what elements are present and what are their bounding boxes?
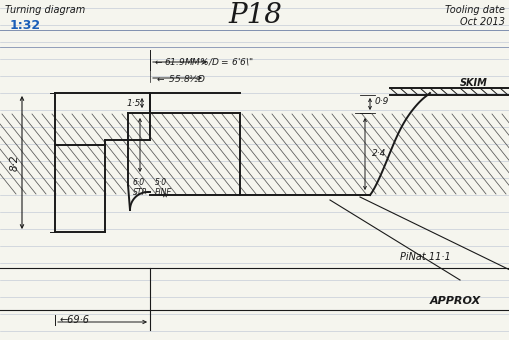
Text: 1·5: 1·5 <box>127 99 141 107</box>
Text: $\leftarrow$61.9MM%/D = 6'6\": $\leftarrow$61.9MM%/D = 6'6\" <box>153 56 253 67</box>
Text: Tooling date: Tooling date <box>444 5 504 15</box>
Text: 5·0
FINE: 5·0 FINE <box>155 178 172 198</box>
Text: APPROX: APPROX <box>429 296 480 306</box>
Text: PiNat 11·1: PiNat 11·1 <box>399 252 450 262</box>
Text: 2·4: 2·4 <box>371 150 386 158</box>
Text: ←69·6: ←69·6 <box>60 315 90 325</box>
Text: SKIM: SKIM <box>459 78 487 88</box>
Text: 1:32: 1:32 <box>10 19 41 32</box>
Text: 0·9: 0·9 <box>374 98 388 106</box>
Text: Oct 2013: Oct 2013 <box>459 17 504 27</box>
Text: $\leftarrow$ 55.8½D: $\leftarrow$ 55.8½D <box>155 73 206 84</box>
Text: Turning diagram: Turning diagram <box>5 5 85 15</box>
Text: 8·2: 8·2 <box>10 154 20 171</box>
Text: 6·0
STP: 6·0 STP <box>133 178 147 198</box>
Text: P18: P18 <box>228 2 281 29</box>
